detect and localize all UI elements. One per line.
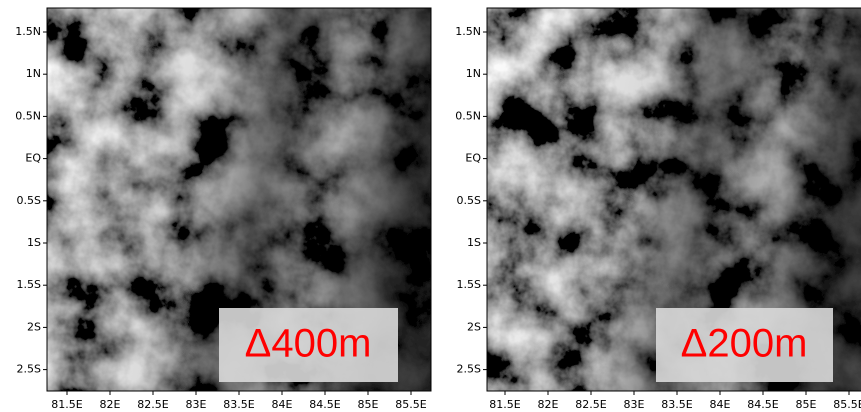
x-tick-label: 83E [186,398,207,411]
y-tick-label: 2.5S [17,363,41,376]
x-tick-label: 82.5E [575,398,606,411]
panel: Δ200m 1.5N 1N 0.5N EQ 0.5S 1S 1.5S 2S 2.5S 81.5E 8… [455,8,861,411]
resolution-label: Δ200m [681,322,808,366]
figure: Δ400m 1.5N 1N 0.5N EQ 0.5S 1S 1.5S 2S 2.5S 81.5E 8… [0,0,861,412]
x-tick-label: 82E [538,398,559,411]
panel: Δ400m 1.5N 1N 0.5N EQ 0.5S 1S 1.5S 2S 2.5S 81.5E 8… [15,8,431,411]
x-tick-label: 83E [624,398,645,411]
x-tick-label: 83.5E [223,398,254,411]
x-tick-label: 84.5E [309,398,340,411]
y-tick-label: 1.5N [15,25,41,38]
x-tick-label: 85.5E [833,398,861,411]
x-tick-label: 84E [710,398,731,411]
y-tick-label: 1N [466,67,481,80]
y-tick-label: 2S [27,320,41,333]
y-tick-label: 1.5S [457,278,481,291]
x-tick-label: 85E [358,398,379,411]
y-tick-label: 1N [26,67,41,80]
y-tick-label: 1S [467,236,481,249]
x-tick-label: 84.5E [747,398,778,411]
y-tick-label: 0.5N [15,109,41,122]
x-tick-label: 85.5E [395,398,426,411]
x-tick-label: 82E [100,398,121,411]
x-tick-label: 85E [796,398,817,411]
y-tick-label: 0.5S [457,194,481,207]
y-tick-label: 1S [27,236,41,249]
y-tick-label: 1.5N [455,25,481,38]
x-tick-label: 84E [272,398,293,411]
resolution-label: Δ400m [245,322,372,366]
y-tick-label: 0.5N [455,109,481,122]
x-tick-label: 81.5E [489,398,520,411]
y-tick-label: 0.5S [17,194,41,207]
y-tick-label: EQ [25,152,41,165]
y-tick-label: EQ [465,152,481,165]
x-tick-label: 81.5E [51,398,82,411]
x-tick-label: 82.5E [137,398,168,411]
y-tick-label: 1.5S [17,278,41,291]
y-tick-label: 2S [467,320,481,333]
x-tick-label: 83.5E [661,398,692,411]
y-tick-label: 2.5S [457,363,481,376]
